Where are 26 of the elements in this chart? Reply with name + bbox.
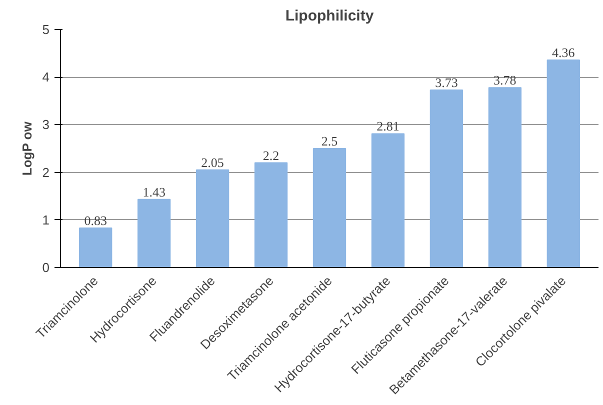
data-label: 3.78 [494, 72, 516, 88]
bar [137, 198, 171, 268]
bar [546, 59, 580, 268]
data-label: 3.73 [435, 74, 458, 90]
data-label: 0.83 [84, 212, 107, 228]
y-axis-title: LogP ow [19, 120, 34, 176]
data-label: 2.81 [376, 118, 400, 134]
bar [196, 169, 230, 268]
y-tick-label: 3 [42, 117, 50, 132]
bar [371, 133, 405, 268]
data-label: 1.43 [142, 184, 166, 200]
bar [312, 148, 346, 268]
data-label: 4.36 [552, 44, 576, 60]
bar [254, 162, 288, 268]
data-label: 2.5 [321, 134, 338, 148]
bar [488, 87, 522, 268]
y-tick-label: 1 [42, 212, 50, 228]
y-tick-label: 2 [42, 164, 50, 180]
y-tick-label: 4 [42, 70, 50, 85]
chart-title: Lipophilicity [285, 8, 374, 24]
y-tick-label: 0 [42, 260, 50, 275]
bar [79, 227, 112, 268]
data-label: 2.2 [262, 148, 280, 163]
bar [430, 89, 464, 268]
data-label: 2.05 [201, 154, 224, 170]
y-tick-label: 5 [42, 22, 50, 37]
